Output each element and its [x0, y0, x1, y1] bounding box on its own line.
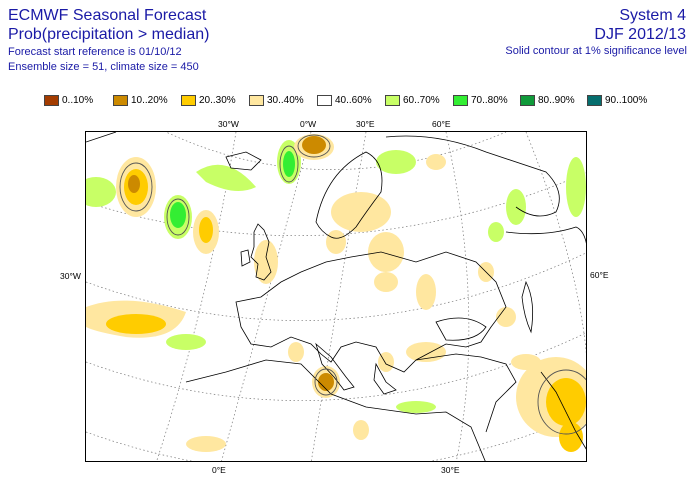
legend-label: 80..90%	[538, 94, 575, 106]
lon-label-0-top: 0°W	[300, 119, 317, 129]
legend-label: 10..20%	[131, 94, 168, 106]
legend-item: 90..100%	[587, 93, 647, 107]
significance-contours	[119, 134, 586, 435]
graticule	[86, 132, 586, 461]
legend-label: 70..80%	[471, 94, 508, 106]
map-canvas	[86, 132, 586, 461]
legend-swatch	[113, 94, 128, 106]
legend-label: 0..10%	[62, 94, 94, 106]
legend-swatch	[587, 94, 602, 106]
season-label: DJF 2012/13	[594, 26, 686, 43]
legend-item: 80..90%	[520, 93, 575, 107]
lon-label-30w-left: 30°W	[60, 271, 81, 281]
legend-label: 30..40%	[267, 94, 304, 106]
legend-swatch	[181, 94, 196, 106]
lon-label-60e-right: 60°E	[590, 270, 609, 280]
legend-swatch	[317, 94, 332, 106]
legend-item: 0..10%	[44, 93, 93, 107]
lon-label-0-bottom: 0°E	[212, 465, 226, 475]
lon-label-60e-top: 60°E	[432, 119, 451, 129]
coastlines	[86, 132, 586, 461]
system-label: System 4	[619, 7, 686, 24]
legend-label: 40..60%	[335, 94, 372, 106]
legend-label: 60..70%	[403, 94, 440, 106]
lon-label-30e-bottom: 30°E	[441, 465, 460, 475]
probability-shading	[86, 134, 586, 452]
forecast-map	[85, 131, 587, 462]
legend-swatch	[44, 94, 59, 106]
legend-label: 90..100%	[605, 94, 648, 106]
lon-label-30w-top: 30°W	[218, 119, 239, 129]
chart-title: ECMWF Seasonal Forecast	[8, 7, 207, 24]
legend-item: 40..60%	[317, 93, 372, 107]
legend-item: 20..30%	[181, 93, 236, 107]
ensemble-size: Ensemble size = 51, climate size = 450	[8, 61, 199, 73]
legend-item: 60..70%	[385, 93, 440, 107]
lon-label-30e-top: 30°E	[356, 119, 375, 129]
legend-item: 70..80%	[453, 93, 508, 107]
legend-swatch	[249, 94, 264, 106]
significance-note: Solid contour at 1% significance level	[505, 45, 687, 57]
legend-swatch	[385, 94, 400, 106]
legend-label: 20..30%	[199, 94, 236, 106]
legend-swatch	[520, 94, 535, 106]
legend-swatch	[453, 94, 468, 106]
legend-item: 30..40%	[249, 93, 304, 107]
forecast-start-reference: Forecast start reference is 01/10/12	[8, 46, 182, 58]
chart-subtitle: Prob(precipitation > median)	[8, 26, 210, 43]
legend-item: 10..20%	[113, 93, 168, 107]
